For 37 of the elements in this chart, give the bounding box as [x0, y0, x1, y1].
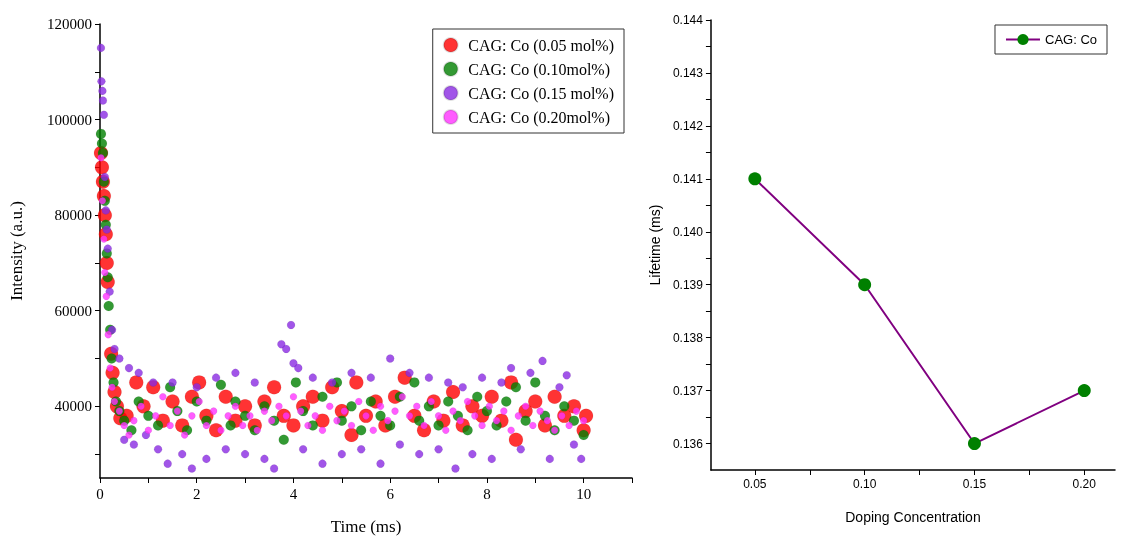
- y-tick-label: 0.136: [672, 436, 704, 451]
- y-tick-label: 0.144: [672, 13, 704, 27]
- y-tick-label: 120000: [47, 16, 92, 32]
- point: [967, 437, 981, 451]
- legend-label: CAG: Co (0.20mol%): [468, 108, 611, 127]
- x-tick-label: 0.05: [743, 477, 767, 491]
- x-tick-label: 10: [576, 485, 592, 502]
- x-axis-title: Time (ms): [330, 517, 402, 536]
- y-tick-label: 80000: [54, 207, 92, 224]
- x-tick-label: 6: [386, 485, 395, 502]
- x-tick-label: 0.10: [852, 477, 877, 491]
- legend-label: CAG: Co (0.10mol%): [468, 60, 611, 79]
- y-tick-label: 0.141: [672, 171, 704, 186]
- y-tick-label: 40000: [54, 398, 92, 415]
- point: [748, 172, 762, 186]
- y-axis-title: Intensity (a.u.): [7, 201, 26, 301]
- y-tick-label: 0.140: [672, 224, 704, 239]
- y-tick-label: 0.143: [672, 65, 704, 80]
- x-tick-label: 0.20: [1072, 477, 1097, 491]
- y-tick-label: 0.139: [672, 277, 704, 292]
- y-tick-label: 0.142: [672, 118, 704, 133]
- y-tick-label: 100000: [47, 111, 92, 128]
- legend-label: CAG: Co (0.15 mol%): [468, 84, 615, 103]
- x-tick-label: 2: [192, 485, 201, 502]
- legend-label: CAG: Co: [1044, 32, 1097, 47]
- point: [858, 278, 872, 292]
- y-axis-title: Lifetime (ms): [647, 204, 663, 286]
- x-tick-label: 0: [96, 485, 104, 502]
- y-tick-label: 0.137: [672, 383, 704, 398]
- x-axis-title: Doping Concentration: [845, 509, 981, 525]
- x-tick-label: 4: [289, 485, 298, 502]
- x-tick-label: 0.15: [962, 477, 987, 491]
- x-tick-label: 8: [483, 485, 491, 502]
- y-tick-label: 0.138: [672, 330, 704, 345]
- y-tick-label: 60000: [54, 302, 92, 319]
- point: [1077, 384, 1091, 398]
- legend-label: CAG: Co (0.05 mol%): [468, 36, 615, 55]
